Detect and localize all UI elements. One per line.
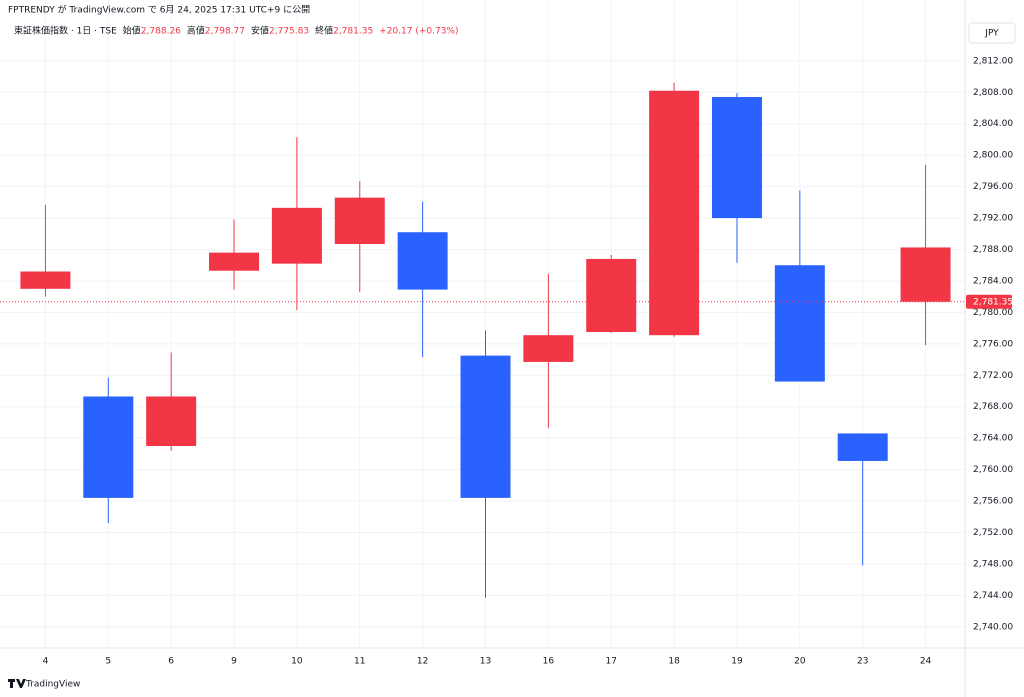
change: +20.17 (+0.73%) — [379, 27, 458, 37]
brand-text: TradingView — [25, 680, 80, 690]
y-tick-label: 2,812.00 — [973, 56, 1013, 66]
candle-body — [523, 335, 574, 362]
x-tick-label: 10 — [291, 657, 303, 667]
y-tick-label: 2,800.00 — [973, 151, 1013, 161]
x-tick-label: 18 — [668, 657, 680, 667]
x-tick-label: 24 — [920, 657, 932, 667]
y-tick-label: 2,772.00 — [973, 371, 1013, 381]
x-tick-label: 20 — [794, 657, 806, 667]
x-tick-label: 12 — [417, 657, 428, 667]
ohlc-value: 2,781.35 — [333, 27, 373, 37]
candle-body — [334, 197, 385, 245]
x-tick-label: 17 — [606, 657, 617, 667]
candle-body — [586, 258, 637, 333]
x-tick-label: 11 — [354, 657, 365, 667]
y-tick-label: 2,768.00 — [973, 402, 1013, 412]
ohlc-name: 終値 — [315, 25, 333, 37]
grid — [0, 0, 965, 648]
published: FPTRENDY が TradingView.com で 6月 24, 2025… — [8, 4, 310, 16]
x-tick-label: 13 — [480, 657, 491, 667]
y-tick-label: 2,760.00 — [973, 465, 1013, 475]
y-tick-label: 2,804.00 — [973, 119, 1013, 129]
y-tick-label: 2,796.00 — [973, 182, 1013, 192]
y-tick-label: 2,764.00 — [973, 434, 1013, 444]
x-tick-label: 6 — [168, 657, 174, 667]
candle-body — [900, 247, 951, 302]
last-price-box — [966, 294, 1012, 309]
y-tick-label: 2,748.00 — [973, 559, 1013, 569]
y-tick-label: 2,808.00 — [973, 88, 1013, 98]
candle-body — [460, 355, 511, 498]
last-price-label: 2,781.35 — [973, 297, 1013, 307]
candle-body — [20, 271, 71, 289]
ohlc-name: 始値 — [123, 25, 141, 37]
y-tick-label: 2,744.00 — [973, 591, 1013, 601]
brand: TradingView — [8, 679, 80, 690]
candle-body — [209, 252, 260, 271]
ohlc-name: 安値 — [251, 25, 269, 37]
currency: JPY — [984, 29, 999, 39]
currency-box — [968, 22, 1016, 44]
ohlc-name: 高値 — [187, 25, 205, 37]
candle-body — [146, 396, 197, 447]
x-tick-label: 4 — [43, 657, 49, 667]
y-tick-label: 2,756.00 — [973, 497, 1013, 507]
candle-body — [711, 97, 762, 219]
y-tick-label: 2,740.00 — [973, 622, 1013, 632]
candle-body — [774, 265, 825, 382]
x-tick-label: 23 — [857, 657, 868, 667]
ohlc-value: 2,788.26 — [141, 27, 181, 37]
candle-body — [271, 207, 322, 264]
y-tick-label: 2,788.00 — [973, 245, 1013, 255]
x-tick-label: 9 — [231, 657, 237, 667]
ohlc-value: 2,798.77 — [205, 27, 245, 37]
y-tick-label: 2,784.00 — [973, 276, 1013, 286]
brand-logo — [8, 679, 26, 688]
candle-body — [837, 433, 888, 461]
y-tick-label: 2,792.00 — [973, 214, 1013, 224]
x-tick-label: 16 — [543, 657, 555, 667]
y-tick-label: 2,780.00 — [973, 308, 1013, 318]
candle-body — [397, 232, 448, 290]
candle-body — [83, 396, 134, 498]
ohlc-value: 2,775.83 — [269, 27, 309, 37]
x-tick-label: 5 — [105, 657, 111, 667]
symbol: 東証株価指数 · 1日 · TSE — [14, 25, 117, 37]
x-tick-label: 19 — [731, 657, 743, 667]
y-tick-label: 2,752.00 — [973, 528, 1013, 538]
y-tick-label: 2,776.00 — [973, 339, 1013, 349]
candle-body — [649, 90, 700, 336]
